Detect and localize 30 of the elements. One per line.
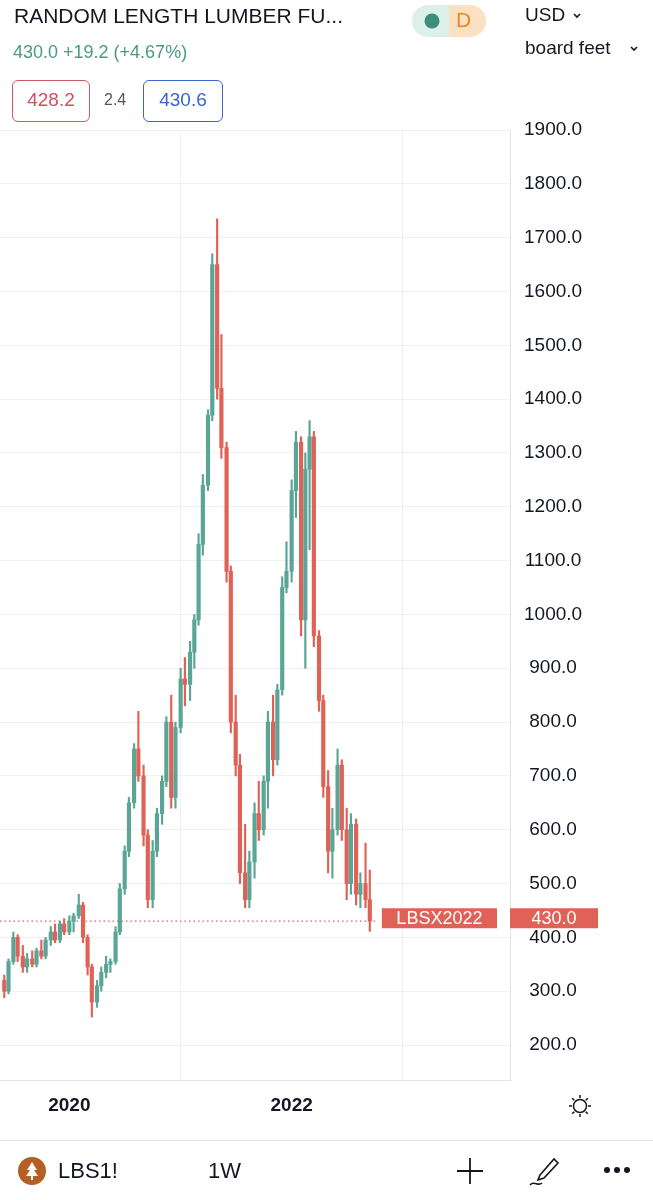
y-tick-label: 600.0 <box>529 817 577 839</box>
x-tick-label: 2020 <box>48 1093 91 1115</box>
y-tick-label: 1900.0 <box>523 118 583 140</box>
chart-title: RANDOM LENGTH LUMBER FU... <box>14 4 344 28</box>
text: LBS1! <box>58 1158 118 1184</box>
y-tick-label: 1300.0 <box>523 441 583 463</box>
y-tick-label: 800.0 <box>529 710 577 732</box>
y-tick-label: 1700.0 <box>523 225 583 247</box>
text: 430.6 <box>158 89 208 111</box>
chart-subtitle: 430.0 +19.2 (+4.67%) <box>13 42 188 63</box>
y-tick-label: 1000.0 <box>523 602 583 624</box>
y-tick-label: 1500.0 <box>523 333 583 355</box>
text: 428.2 <box>26 89 76 111</box>
y-tick-label: 1200.0 <box>523 495 583 516</box>
y-tick-label: 200.0 <box>529 1033 577 1055</box>
y-tick-label: 1800.0 <box>523 172 583 194</box>
text: D <box>456 8 472 32</box>
y-tick-label: 900.0 <box>529 656 577 678</box>
text: 2.4 <box>104 91 127 109</box>
text: board feet <box>525 37 611 59</box>
text: 1W <box>208 1158 241 1184</box>
y-tick-label: 1600.0 <box>523 279 583 301</box>
y-tick-label: 500.0 <box>529 871 577 893</box>
text: USD <box>525 4 566 26</box>
y-tick-label: 1100.0 <box>524 548 582 570</box>
y-tick-label: 700.0 <box>529 764 577 786</box>
y-tick-label: 1400.0 <box>523 387 583 409</box>
x-tick-label: 2022 <box>270 1093 313 1115</box>
ref-line-label: LBSX2022 <box>396 908 483 929</box>
y-tick-label: 300.0 <box>529 979 577 1001</box>
